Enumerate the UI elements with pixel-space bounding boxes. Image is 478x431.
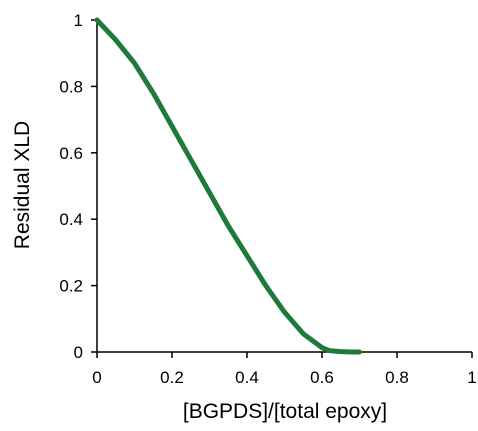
series-layer: [94, 17, 362, 355]
y-tick-label: 0.6: [59, 144, 83, 163]
x-tick-label: 0.4: [235, 368, 259, 387]
y-axis-title: Residual XLD: [11, 121, 34, 249]
x-axis-title: [BGPDS]/[total epoxy]: [183, 400, 387, 423]
y-tick-label: 0.8: [59, 77, 83, 96]
x-tick-label: 0.8: [385, 368, 409, 387]
x-tick-label: 1: [467, 368, 476, 387]
x-ticks: 0 0.2 0.4 0.6 0.8 1: [92, 352, 477, 387]
x-tick-label: 0.2: [160, 368, 184, 387]
y-tick-label: 0: [74, 343, 83, 362]
x-tick-label: 0: [92, 368, 101, 387]
y-tick-label: 1: [74, 11, 83, 30]
y-ticks: 0 0.2 0.4 0.6 0.8 1: [59, 11, 97, 362]
y-tick-label: 0.2: [59, 277, 83, 296]
y-tick-label: 0.4: [59, 210, 83, 229]
x-tick-label: 0.6: [310, 368, 334, 387]
plot-area: 0 0.2 0.4 0.6 0.8 1 0 0.2 0.4 0.6 0.8 1: [59, 11, 476, 387]
series-line: [94, 17, 362, 355]
